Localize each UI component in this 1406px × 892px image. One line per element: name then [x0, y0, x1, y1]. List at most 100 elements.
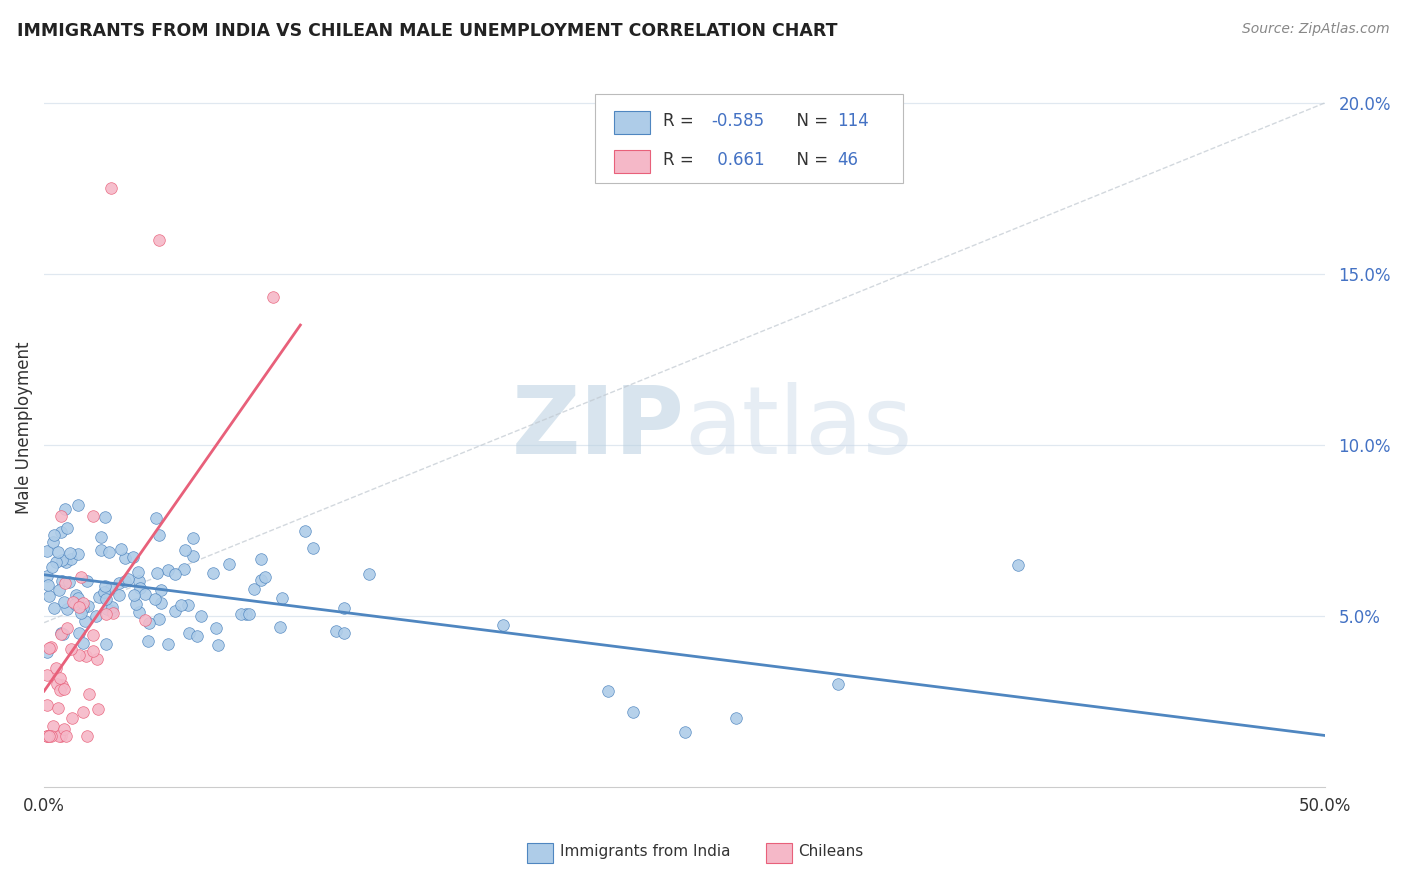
Point — [100, 581, 122, 595]
Point — [101, 605, 124, 619]
Point — [59, 642, 82, 657]
Point — [177, 599, 200, 613]
Point — [827, 677, 849, 691]
Point — [69, 606, 91, 620]
Point — [129, 581, 152, 595]
Point — [38, 729, 60, 743]
Point — [66, 591, 89, 605]
Point — [96, 602, 118, 616]
Point — [94, 509, 117, 524]
Point — [250, 574, 273, 588]
Point — [229, 607, 252, 621]
Point — [98, 545, 121, 559]
Point — [218, 558, 240, 572]
Point — [207, 638, 229, 652]
Text: N =: N = — [786, 151, 834, 169]
Point — [156, 637, 179, 651]
Point — [86, 651, 108, 665]
Text: 46: 46 — [837, 151, 858, 169]
Point — [204, 621, 226, 635]
Point — [35, 569, 58, 583]
Point — [121, 550, 143, 565]
Point — [51, 553, 73, 567]
Text: N =: N = — [786, 112, 834, 130]
Point — [52, 682, 75, 697]
Point — [94, 579, 117, 593]
Point — [186, 629, 208, 643]
Point — [101, 599, 124, 614]
Point — [325, 624, 347, 638]
Point — [146, 566, 169, 581]
Point — [148, 528, 170, 542]
Point — [35, 645, 58, 659]
Point — [165, 566, 187, 581]
Point — [67, 648, 90, 662]
Point — [101, 606, 124, 620]
Point — [623, 705, 645, 719]
Point — [138, 615, 160, 630]
Point — [87, 702, 110, 716]
Point — [173, 562, 195, 576]
Point — [117, 572, 139, 586]
Point — [673, 725, 696, 739]
Point — [59, 552, 82, 566]
Point — [77, 687, 100, 701]
Point — [254, 570, 277, 584]
Point — [1007, 558, 1029, 572]
Text: R =: R = — [662, 151, 699, 169]
Point — [202, 566, 225, 580]
Text: -0.585: -0.585 — [711, 112, 765, 130]
Point — [108, 576, 131, 591]
Point — [724, 711, 747, 725]
Point — [165, 604, 187, 618]
Text: Chileans: Chileans — [799, 845, 863, 859]
Point — [148, 233, 170, 247]
Point — [94, 607, 117, 622]
Point — [49, 729, 72, 743]
Point — [38, 589, 60, 603]
Point — [134, 587, 156, 601]
Point — [271, 591, 294, 606]
Text: R =: R = — [662, 112, 699, 130]
Point — [59, 546, 82, 560]
Point — [51, 678, 73, 692]
Point — [138, 634, 160, 648]
Point — [181, 531, 204, 545]
Text: atlas: atlas — [685, 382, 912, 474]
Point — [65, 588, 87, 602]
Point — [357, 566, 380, 581]
Point — [53, 575, 76, 590]
Point — [37, 667, 59, 681]
Point — [75, 615, 97, 629]
Point — [55, 555, 77, 569]
Point — [49, 508, 72, 523]
Point — [38, 641, 60, 656]
Point — [108, 588, 131, 602]
Point — [76, 574, 98, 588]
Point — [94, 591, 117, 606]
Point — [39, 640, 62, 654]
Point — [169, 598, 191, 612]
Point — [67, 548, 90, 562]
Point — [90, 530, 112, 544]
Point — [492, 617, 515, 632]
Point — [72, 636, 94, 650]
Point — [75, 648, 97, 663]
Point — [58, 574, 80, 589]
Point — [333, 625, 356, 640]
Point — [48, 729, 70, 743]
Point — [42, 535, 65, 549]
Point — [35, 544, 58, 558]
Point — [96, 637, 118, 651]
FancyBboxPatch shape — [595, 94, 903, 184]
Point — [89, 590, 111, 604]
Point — [122, 588, 145, 602]
Point — [39, 729, 62, 743]
Point — [84, 609, 107, 624]
Point — [82, 508, 104, 523]
Point — [52, 595, 75, 609]
Point — [128, 574, 150, 589]
Point — [51, 574, 73, 588]
Point — [56, 621, 79, 635]
Text: 0.661: 0.661 — [711, 151, 765, 169]
